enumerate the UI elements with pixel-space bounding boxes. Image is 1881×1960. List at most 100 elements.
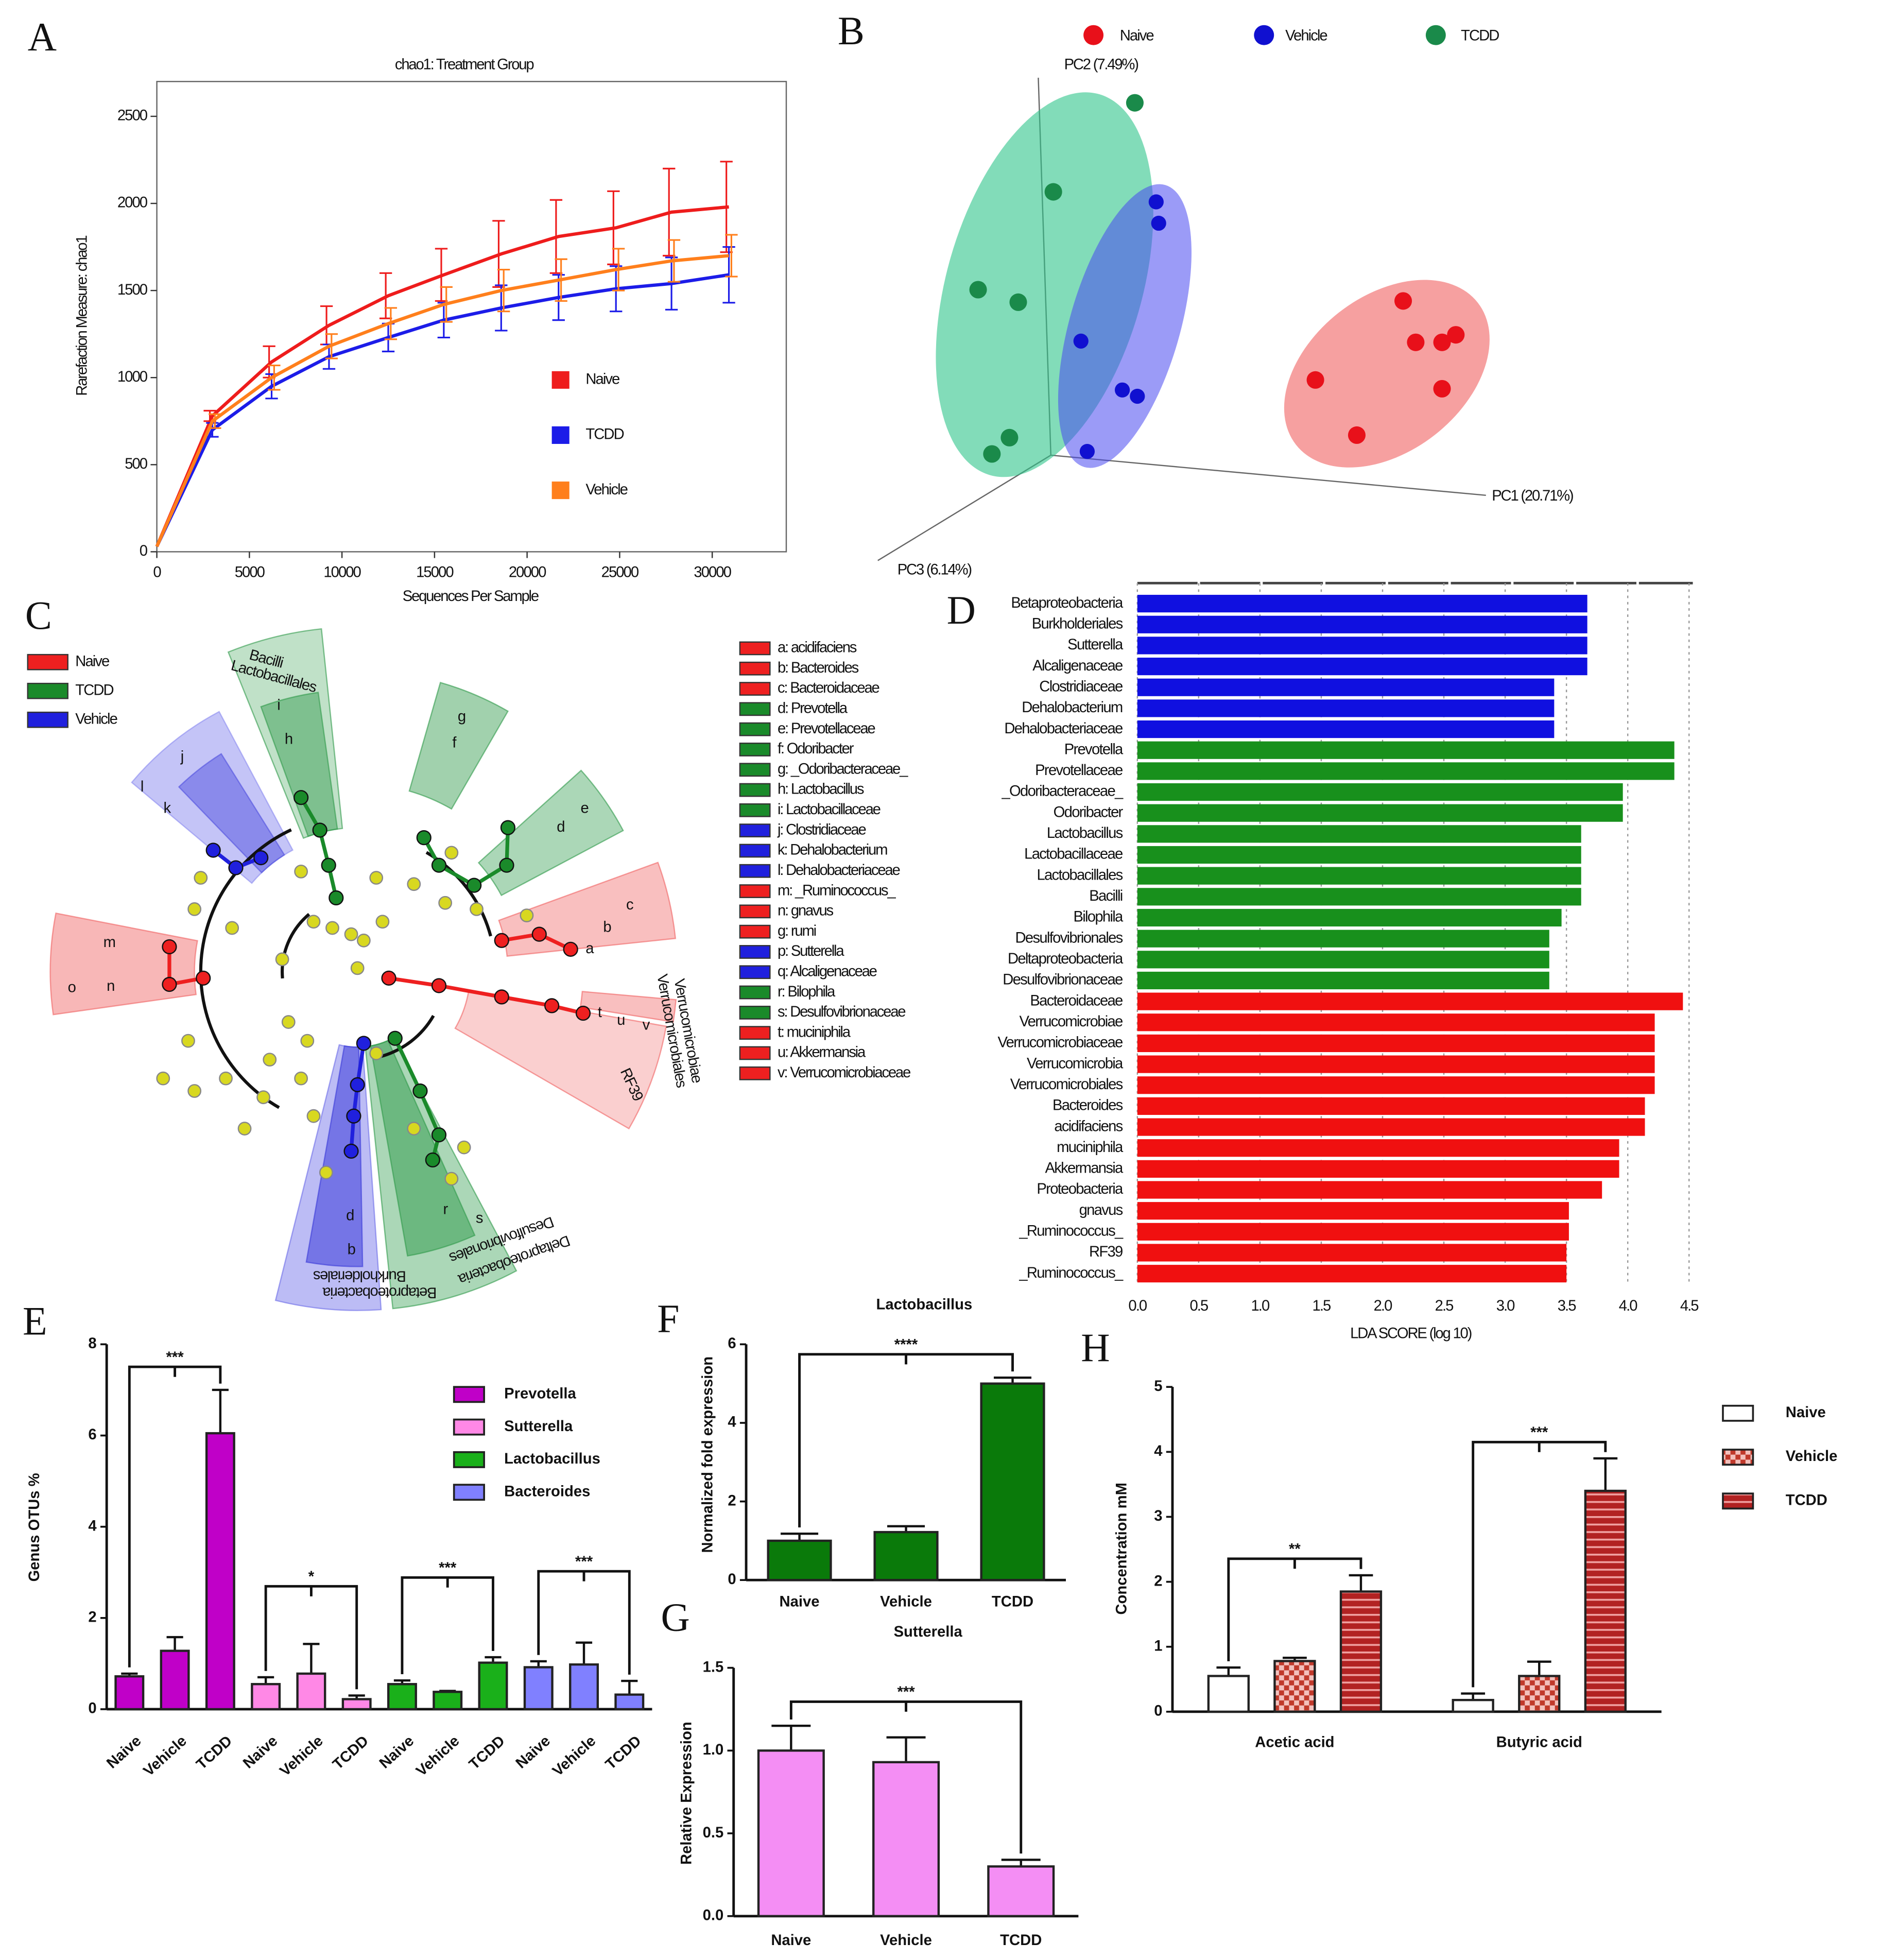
tree-node (350, 961, 365, 975)
y-tick-label: 1000 (117, 369, 148, 385)
taxon-label: u: Akkermansia (778, 1044, 866, 1061)
tree-arc (379, 1015, 435, 1058)
y-axis-label: Concentration mM (1113, 1483, 1130, 1614)
tree-node (407, 877, 421, 891)
y-tick-label: Verrucomicrobiaceae (997, 1035, 1123, 1051)
y-tick-label: 4 (1154, 1443, 1163, 1459)
x-tick-label: TCDD (466, 1733, 508, 1773)
x-tick-label: Butyric acid (1496, 1734, 1582, 1750)
tree-node (520, 908, 534, 922)
x-axis-label: Sequences Per Sample (403, 588, 539, 605)
y-tick-label: Burkholderiales (1032, 615, 1123, 632)
x-tick-label: 2.0 (1374, 1298, 1392, 1314)
tree-node (425, 1152, 440, 1168)
tree-node (294, 1071, 308, 1086)
tree-node (356, 1036, 371, 1051)
tree-node (162, 976, 177, 992)
tree-node (500, 820, 516, 835)
clade-sector (477, 769, 624, 897)
panel-label: C (25, 593, 52, 638)
bar (1137, 804, 1623, 822)
x-tick-label: TCDD (1000, 1932, 1042, 1949)
sector-label: c (626, 897, 633, 913)
tree-node (162, 939, 177, 955)
bar (569, 1663, 599, 1711)
y-tick-label: 1500 (117, 282, 148, 298)
pca-points (1306, 292, 1465, 444)
bar (1339, 1590, 1383, 1713)
legend-swatch (453, 1451, 485, 1468)
panel-label: E (23, 1299, 47, 1344)
y-tick-label: Deltaproteobacteria (1008, 951, 1124, 967)
tree-node (531, 926, 547, 942)
error-bar (575, 1641, 593, 1665)
legend-swatch (739, 985, 771, 1000)
point (1126, 94, 1144, 112)
bar (614, 1693, 645, 1711)
legend-swatch (27, 711, 68, 728)
tree-node (412, 1083, 428, 1099)
bar (1137, 867, 1581, 885)
x-tick-label: Acetic acid (1255, 1734, 1334, 1750)
bar (987, 1865, 1055, 1917)
tree-node (467, 878, 482, 893)
chart-title: chao1: Treatment Group (395, 56, 534, 73)
significance-label: *** (166, 1349, 184, 1366)
significance-bracket (1472, 1440, 1607, 1688)
significance-bracket (789, 1700, 1023, 1854)
tree-node (219, 1071, 233, 1086)
y-tick-label: Sutterella (1067, 637, 1124, 653)
bar (1137, 637, 1587, 655)
bar (1137, 1244, 1567, 1262)
clade-sector (454, 990, 667, 1130)
sector-label: a (585, 940, 594, 957)
significance-label: *** (1530, 1424, 1548, 1441)
taxon-label: v: Verrucomicrobiaceae (778, 1064, 910, 1081)
y-tick-label: Akkermansia (1045, 1160, 1124, 1177)
error-bar (1216, 1666, 1241, 1676)
y-tick-label: Desulfovibrionaceae (1003, 972, 1123, 988)
taxon-label: k: Dehalobacterium (778, 842, 887, 858)
pca-points (969, 94, 1144, 463)
bar (1452, 1698, 1494, 1713)
x-tick-label: Naive (780, 1594, 820, 1610)
legend-swatch (551, 371, 570, 389)
bar (873, 1531, 939, 1581)
bar (251, 1683, 281, 1711)
error-bar (257, 1676, 274, 1684)
point (1148, 194, 1164, 210)
y-tick-label: 3 (1154, 1508, 1162, 1524)
x-tick-label: TCDD (992, 1594, 1033, 1610)
x-tick-label: Naive (103, 1733, 144, 1772)
y-tick-label: _Odoribacteraceae_ (1001, 783, 1124, 800)
clade-sector (305, 1045, 364, 1267)
tree-node (343, 1143, 359, 1159)
legend-swatch (739, 743, 771, 757)
y-tick-label: Bacteroides (1052, 1097, 1123, 1114)
y-tick-label: 0.5 (703, 1825, 724, 1841)
sector-label: k (163, 800, 171, 816)
taxon-label: n: gnavus (778, 903, 834, 919)
tree-node (187, 902, 202, 916)
bar (296, 1672, 326, 1711)
legend-marker (1425, 25, 1446, 45)
tree-node (470, 902, 484, 916)
legend-swatch (551, 426, 570, 444)
tree-node (356, 933, 371, 948)
sector-label: t (598, 1004, 602, 1021)
x-tick-label: 0.0 (1128, 1298, 1147, 1314)
x-tick-label: 30000 (694, 564, 731, 581)
error-bar (771, 1724, 811, 1751)
clade-sector (49, 912, 198, 1016)
y-tick-label: Bilophila (1073, 909, 1124, 925)
legend-swatch (739, 1005, 771, 1020)
tree-node (457, 1140, 471, 1155)
bar (1137, 951, 1549, 969)
tree-node (369, 1046, 384, 1060)
significance-label: **** (894, 1337, 918, 1353)
legend-swatch (739, 702, 771, 716)
taxon-label: c: Bacteroidaceae (778, 680, 879, 696)
legend-swatch (739, 965, 771, 979)
legend-swatch (739, 864, 771, 878)
